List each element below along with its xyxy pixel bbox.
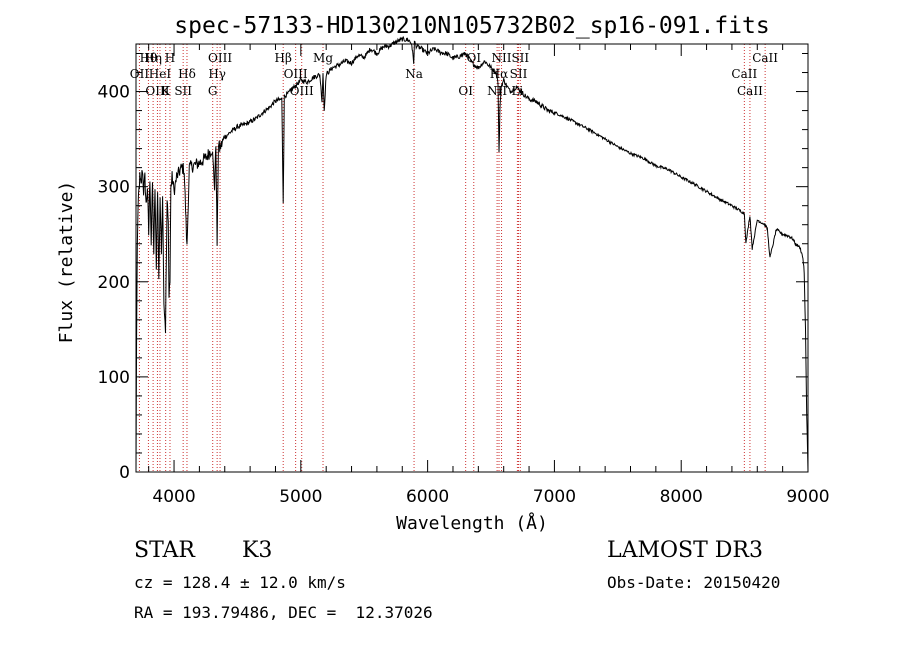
line-annotations	[138, 44, 766, 472]
y-axis-label: Flux (relative)	[56, 181, 77, 344]
annotation-label: OIII	[145, 84, 169, 98]
annotation-label: OII	[130, 67, 150, 81]
annotation-label: G	[208, 84, 218, 98]
y-tick-label: 200	[98, 273, 130, 293]
chart-title: spec-57133-HD130210N105732B02_sp16-091.f…	[174, 13, 769, 39]
annotation-label: SII	[510, 67, 528, 81]
annotation-label: Na	[405, 67, 423, 81]
annotation-label: Hθ	[140, 51, 158, 65]
x-tick-label: 5000	[279, 487, 322, 507]
annotation-label: OIII	[284, 67, 308, 81]
annotation-label: Hη	[144, 51, 162, 65]
x-axis-label: Wavelength (Å)	[396, 512, 548, 534]
y-tick-label: 300	[98, 178, 130, 198]
line-annotation-labels: Hθ OII OIII Hη HeI K HHδ SII OIII Hγ G Hβ OIII OIII Mg…	[130, 51, 779, 98]
axis-ticks	[136, 44, 809, 473]
annotation-label: Hβ	[275, 51, 292, 65]
annotation-label: NII	[492, 51, 512, 65]
plot-frame	[135, 43, 809, 473]
object-subclass: K3	[242, 538, 273, 563]
x-tick-label: 9000	[786, 487, 829, 507]
annotation-label: OI	[458, 84, 473, 98]
x-tick-label: 4000	[152, 487, 195, 507]
x-tick-label: 7000	[533, 487, 576, 507]
y-tick-label: 100	[98, 368, 130, 388]
annotation-label: NII	[487, 84, 507, 98]
x-tick-label: 8000	[660, 487, 703, 507]
redshift-cz: cz = 128.4 ± 12.0 km/s	[134, 573, 346, 592]
annotation-label: K	[161, 84, 171, 98]
annotation-label: OI	[466, 51, 481, 65]
annotation-label: CaII	[737, 84, 763, 98]
y-tick-label: 400	[98, 83, 130, 103]
annotation-label: CaII	[731, 67, 757, 81]
object-class: STAR	[134, 538, 195, 563]
annotation-label: Hδ	[178, 67, 196, 81]
obs-date: Obs-Date: 20150420	[607, 573, 781, 592]
annotation-label: HeI	[149, 67, 172, 81]
annotation-label: H	[165, 51, 175, 65]
axis-tick-labels: 4000 5000 6000 7000 8000 9000 0 100 200 300 400	[98, 83, 830, 507]
x-tick-label: 6000	[406, 487, 449, 507]
annotation-label: SII	[511, 51, 529, 65]
annotation-label: OIII	[208, 51, 232, 65]
y-tick-label: 0	[119, 463, 130, 483]
annotation-label: Mg	[313, 51, 333, 65]
annotation-label: CaII	[752, 51, 778, 65]
annotation-label: Hγ	[208, 67, 226, 81]
coordinates: RA = 193.79486, DEC = 12.37026	[134, 603, 433, 622]
annotation-label: Li	[511, 84, 523, 98]
survey-name: LAMOST DR3	[607, 538, 763, 563]
annotation-label: OIII	[290, 84, 314, 98]
annotation-label: SII	[174, 84, 192, 98]
spectrum-line	[135, 36, 809, 473]
